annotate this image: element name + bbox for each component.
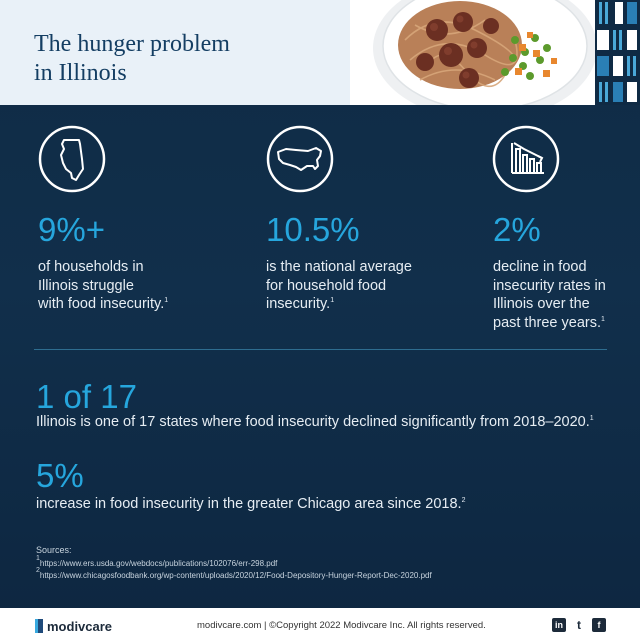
title-box: The hunger problem in Illinois xyxy=(0,0,350,105)
linkedin-icon[interactable]: in xyxy=(552,618,566,632)
decorative-pattern xyxy=(595,0,640,105)
stat-text-national: is the national average for household fo… xyxy=(266,258,436,314)
spaghetti-meatballs-photo xyxy=(365,0,595,105)
footnote-marker: 1 xyxy=(330,297,335,304)
title-line-2: in Illinois xyxy=(34,60,127,86)
fact-text-states: Illinois is one of 17 states where food … xyxy=(36,413,594,431)
source-link-2[interactable]: 2https://www.chicagosfoodbank.org/wp-con… xyxy=(36,567,432,580)
stat-text-line: is the national average xyxy=(266,259,412,275)
twitter-icon[interactable]: t xyxy=(577,618,581,632)
stat-text-line: with food insecurity. xyxy=(38,296,165,312)
divider xyxy=(34,349,607,350)
page-title: The hunger problem in Illinois xyxy=(34,30,334,88)
footer-copyright: modivcare.com | ©Copyright 2022 Modivcar… xyxy=(197,620,486,631)
fact-text-chicago: increase in food insecurity in the great… xyxy=(36,495,466,513)
stat-text-line: insecurity rates in xyxy=(493,277,606,294)
source-url[interactable]: https://www.chicagosfoodbank.org/wp-cont… xyxy=(39,571,432,580)
stat-text-decline: decline in food insecurity rates in Illi… xyxy=(493,258,633,332)
footnote-marker: 2 xyxy=(461,497,466,504)
stat-text-line: for household food xyxy=(266,277,387,294)
stat-text-line: of households in xyxy=(38,259,144,275)
stat-text-line: decline in food xyxy=(493,259,587,275)
footer: modivcare modivcare.com | ©Copyright 202… xyxy=(0,608,640,643)
stat-text-line: Illinois over the xyxy=(493,296,590,312)
modivcare-logo[interactable]: modivcare xyxy=(35,618,112,634)
stat-text-households: of households in Illinois struggle with … xyxy=(38,258,198,314)
stat-text-line: insecurity. xyxy=(266,296,331,312)
source-url[interactable]: https://www.ers.usda.gov/webdocs/publica… xyxy=(39,559,278,568)
stat-value-national: 10.5% xyxy=(266,211,360,248)
footnote-marker: 1 xyxy=(164,297,169,304)
fact-value-chicago: 5% xyxy=(36,457,84,494)
stat-value-households: 9%+ xyxy=(38,211,105,248)
sources-label: Sources: xyxy=(36,545,72,555)
footnote-marker: 1 xyxy=(589,415,594,422)
stat-text-line: Illinois struggle xyxy=(38,277,134,294)
logo-mark-icon xyxy=(35,619,43,633)
header: The hunger problem in Illinois xyxy=(0,0,640,105)
fact-value-states: 1 of 17 xyxy=(36,378,137,415)
illinois-map-icon xyxy=(38,125,106,193)
footnote-marker: 2 xyxy=(36,567,40,574)
stat-text-line: past three years. xyxy=(493,314,601,331)
declining-chart-icon xyxy=(492,125,560,193)
fact-text: increase in food insecurity in the great… xyxy=(36,496,462,512)
facebook-icon[interactable]: f xyxy=(592,618,606,632)
stat-value-decline: 2% xyxy=(493,211,541,248)
logo-text: modivcare xyxy=(47,618,113,634)
footnote-marker: 1 xyxy=(36,555,40,562)
fact-text: Illinois is one of 17 states where food … xyxy=(36,414,590,430)
usa-map-icon xyxy=(266,125,334,193)
footnote-marker: 1 xyxy=(601,315,605,323)
source-link-1[interactable]: 1https://www.ers.usda.gov/webdocs/public… xyxy=(36,555,278,568)
title-line-1: The hunger problem xyxy=(34,31,230,57)
